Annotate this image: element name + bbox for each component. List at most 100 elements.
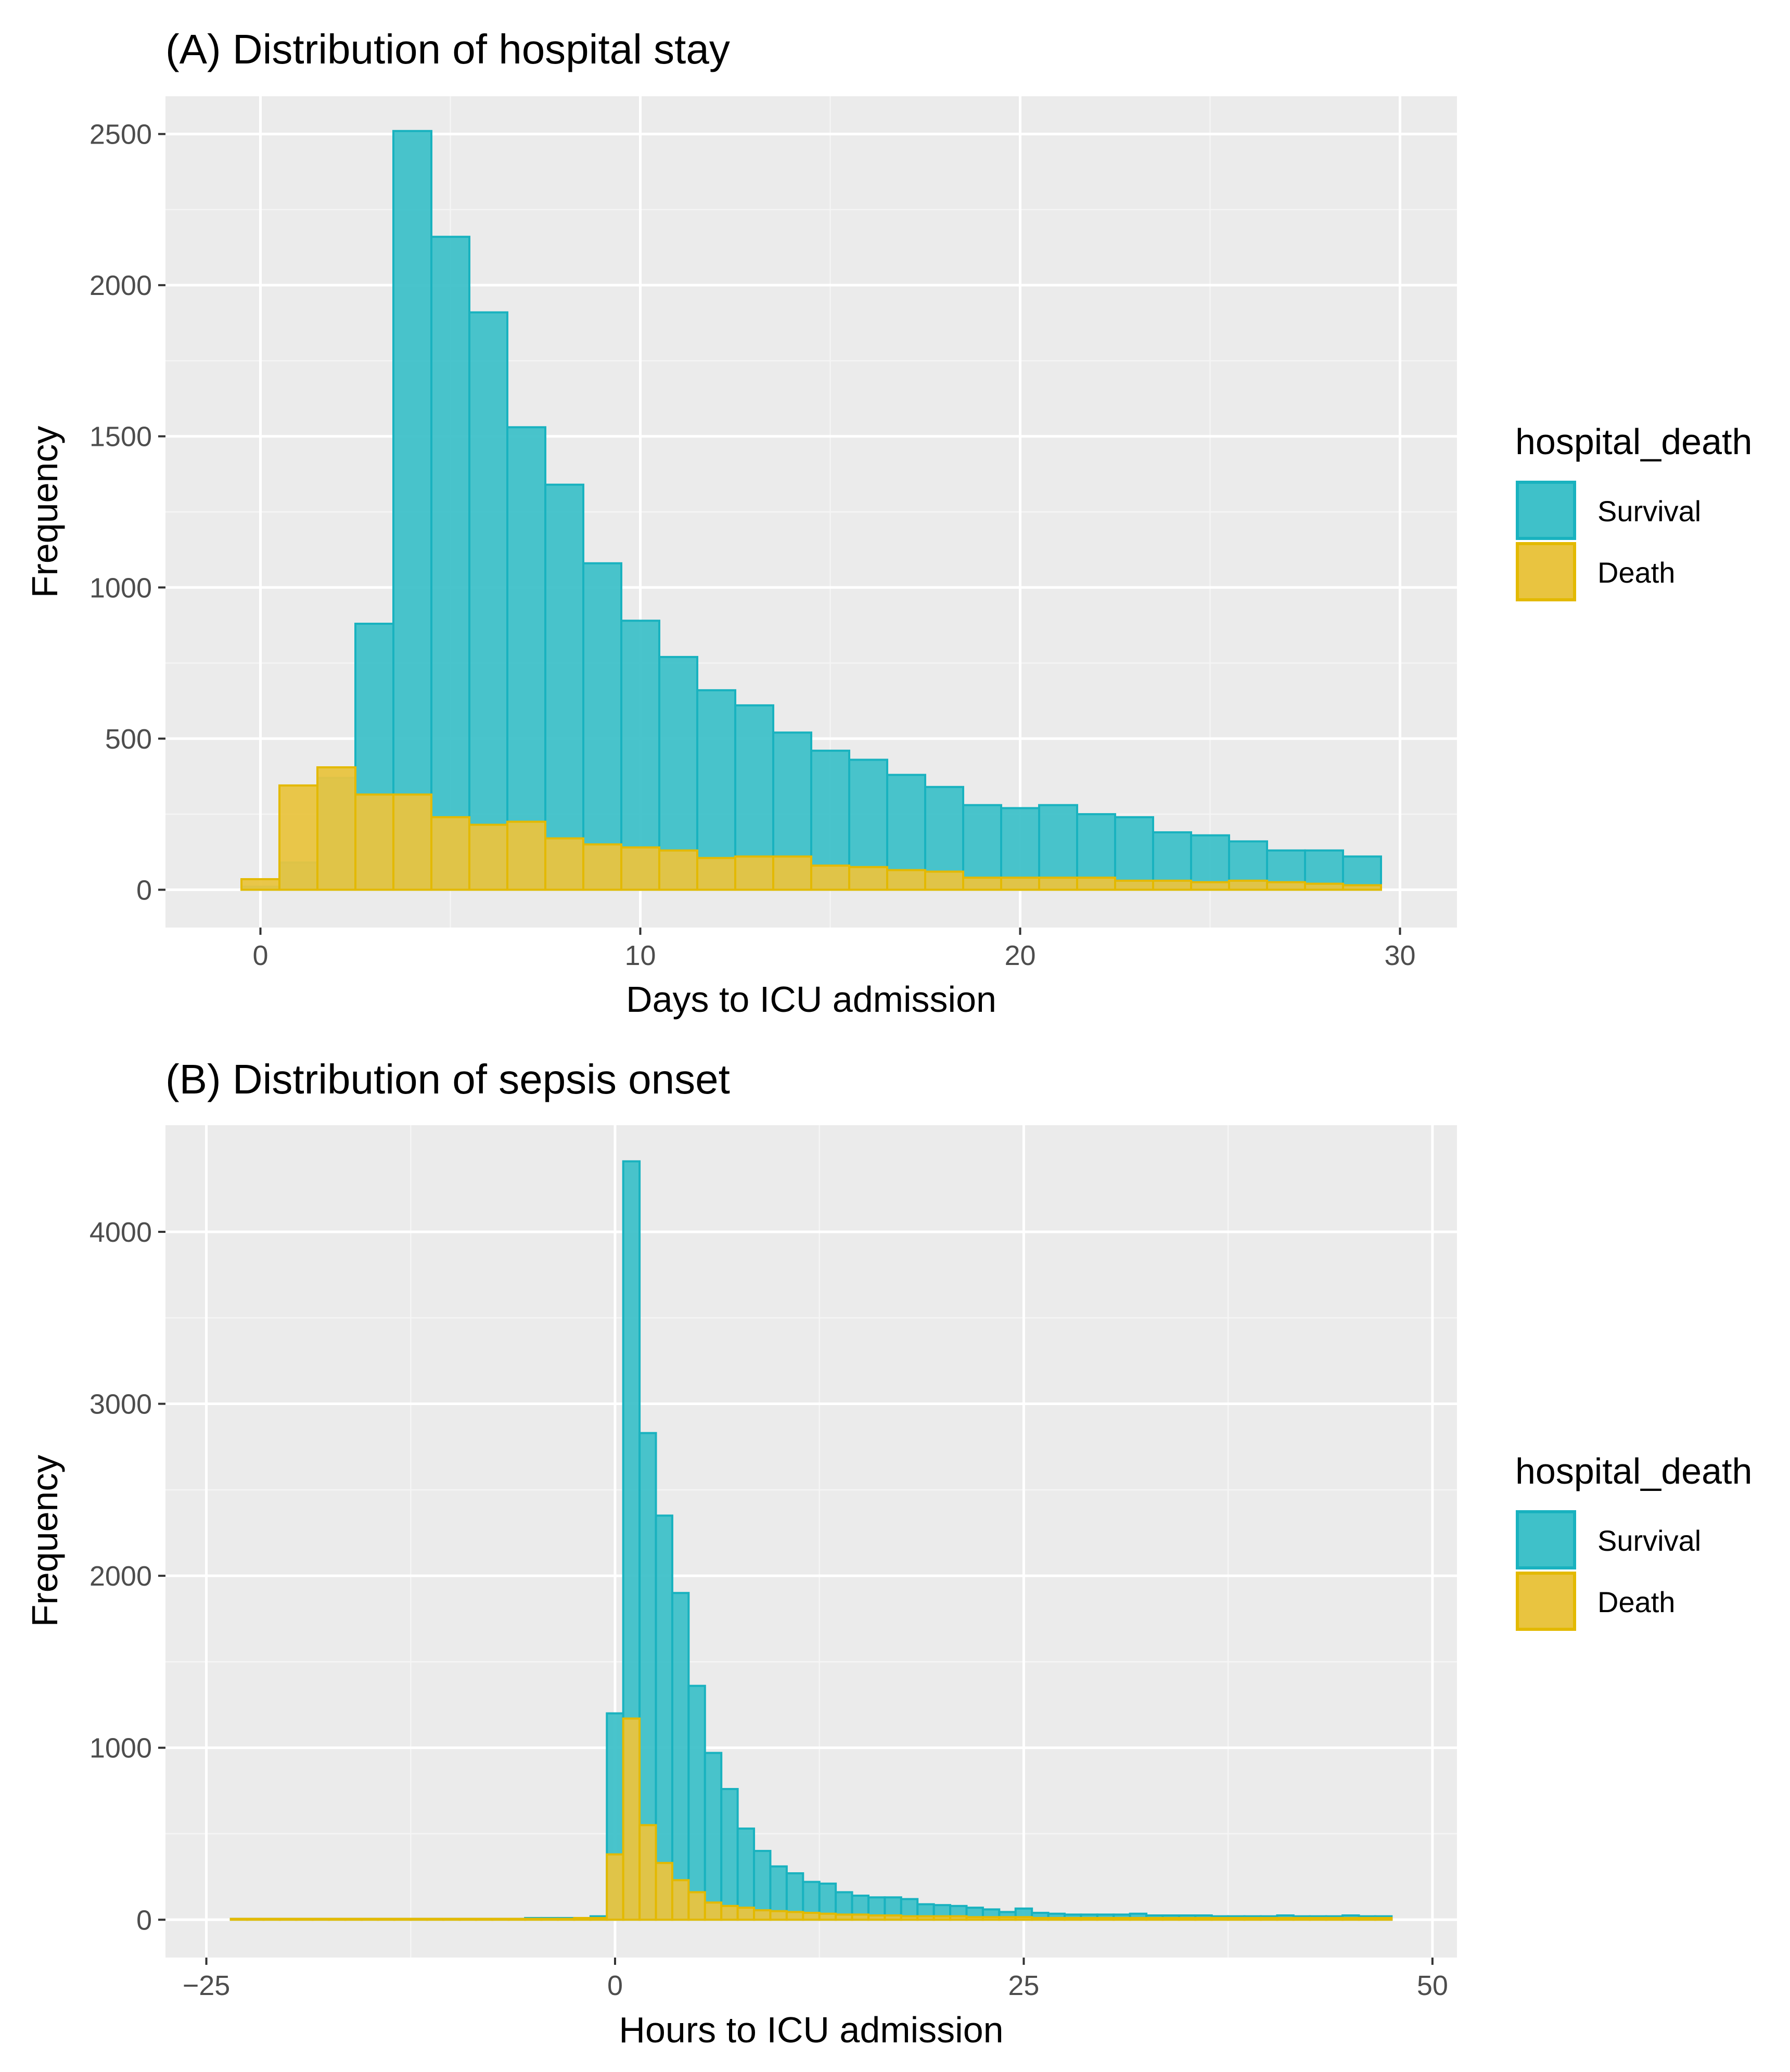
chart-b-bar-survival-8 [736, 1828, 756, 1921]
chart-b-bar-death--12 [410, 1917, 428, 1921]
chart-b-bar-death--21 [262, 1917, 281, 1921]
chart-b-bar-death--8 [475, 1917, 494, 1921]
chart-b-bar-death-12 [802, 1912, 821, 1921]
chart-a-bar-survival-8 [544, 483, 584, 891]
chart-hospital-stay: (A) Distribution of hospital stay 0 10 20 3… [24, 26, 1752, 1020]
chart-a-bar-death-7 [506, 820, 546, 891]
chart-b-bar-death-27 [1047, 1916, 1066, 1921]
chart-a-bar-survival-21 [1038, 804, 1078, 891]
chart-b-xtick-label: −25 [183, 1970, 231, 2001]
chart-b-xtick-label: 50 [1417, 1970, 1448, 2001]
chart-a-bar-death-29 [1342, 884, 1382, 891]
chart-a-legend-key-death [1516, 542, 1576, 601]
chart-b-bar-death--15 [361, 1917, 379, 1921]
chart-b-bar-death-9 [753, 1909, 772, 1921]
chart-a-bar-death-4 [392, 793, 432, 891]
chart-b-bar-death-29 [1080, 1916, 1098, 1921]
chart-a-xtick-label: 20 [1004, 940, 1035, 971]
chart-a-xtick-label: 10 [624, 940, 656, 971]
chart-a-bar-death-6 [468, 823, 508, 891]
chart-b-ytick-label: 1000 [90, 1733, 152, 1764]
chart-a-bar-death-25 [1190, 881, 1230, 891]
chart-a-ylabel: Frequency [24, 426, 65, 598]
chart-b-bar-death--6 [507, 1917, 527, 1921]
chart-b-bar-death-47 [1374, 1916, 1393, 1921]
chart-a-bar-death-12 [696, 857, 736, 891]
chart-b-bar-death-13 [818, 1912, 837, 1921]
chart-b-bar-death-16 [867, 1914, 886, 1921]
chart-b-xtick-label: 25 [1008, 1970, 1039, 2001]
chart-b-bar-death--7 [491, 1917, 510, 1921]
chart-b-bar-death-33 [1145, 1916, 1164, 1921]
chart-b-bar-death-20 [932, 1915, 952, 1921]
chart-b-bar-death-11 [785, 1911, 804, 1921]
chart-b-bar-death--13 [393, 1917, 412, 1921]
chart-b-bars [229, 1160, 1393, 1921]
chart-b-bar-death--20 [278, 1917, 298, 1921]
chart-a-bar-death-0 [240, 878, 280, 891]
chart-a-xlabel: Days to ICU admission [626, 979, 996, 1020]
chart-b-bar-death-23 [981, 1916, 1001, 1921]
chart-b-ylabel: Frequency [24, 1455, 65, 1627]
chart-a-bar-death-24 [1152, 879, 1192, 891]
chart-a-xtick-label: 30 [1384, 940, 1415, 971]
chart-a-bar-death-9 [582, 843, 622, 891]
chart-a-bar-death-10 [620, 846, 660, 891]
chart-b-bar-death-39 [1243, 1916, 1262, 1921]
chart-b-bar-death-1 [622, 1717, 641, 1921]
chart-b-legend-label-survival: Survival [1597, 1524, 1701, 1557]
chart-a-ytick-label: 1500 [90, 421, 152, 453]
chart-b-bar-death-44 [1325, 1916, 1344, 1921]
chart-b-bar-death-42 [1292, 1916, 1311, 1921]
chart-b-bar-death-26 [1031, 1916, 1050, 1921]
chart-a-bar-death-3 [354, 793, 394, 891]
chart-b-bar-survival-3 [655, 1514, 673, 1921]
chart-b-bar-death--5 [524, 1917, 543, 1921]
chart-a-bar-death-22 [1076, 877, 1116, 891]
chart-b-bar-death-10 [769, 1910, 788, 1921]
chart-a-ytick-label: 2000 [90, 270, 152, 301]
chart-b-bar-death-0 [606, 1853, 624, 1921]
chart-b-xtick-label: 0 [607, 1970, 623, 2001]
chart-b-bar-death--4 [540, 1917, 559, 1921]
chart-b-legend-key-survival [1516, 1510, 1576, 1569]
chart-b-ytick-label: 2000 [90, 1561, 152, 1592]
chart-a-bar-survival-7 [506, 426, 546, 891]
chart-b-bar-death-31 [1113, 1916, 1131, 1921]
chart-a-legend-label-survival: Survival [1597, 495, 1701, 527]
chart-b-bar-death-30 [1096, 1916, 1115, 1921]
chart-b-legend-label-death: Death [1597, 1586, 1675, 1618]
chart-b-ytick-label: 4000 [90, 1217, 152, 1248]
chart-b-bar-death--10 [442, 1917, 461, 1921]
chart-a-bar-death-11 [658, 849, 698, 891]
chart-b-bar-death-28 [1063, 1916, 1082, 1921]
chart-a-legend-label-death: Death [1597, 556, 1675, 589]
chart-b-bar-death--1 [589, 1916, 608, 1921]
chart-b-bar-death-8 [736, 1907, 756, 1921]
chart-a-bar-death-5 [430, 816, 470, 891]
chart-a-bar-death-28 [1304, 882, 1344, 891]
chart-a-bar-death-16 [848, 866, 888, 891]
chart-a-legend: hospital_death Survival Death [1515, 421, 1752, 601]
chart-b-bar-death--22 [246, 1917, 265, 1921]
chart-b-ytick-label: 0 [136, 1904, 152, 1936]
chart-b-bar-death--19 [295, 1917, 314, 1921]
chart-b-bar-death--3 [557, 1917, 576, 1921]
chart-b-bar-death-15 [851, 1913, 870, 1921]
chart-a-ytick-label: 0 [136, 874, 152, 906]
chart-b-bar-death-45 [1341, 1916, 1360, 1921]
chart-b-bar-death-17 [884, 1914, 902, 1921]
chart-a-bar-death-27 [1266, 881, 1306, 891]
chart-b-bar-death-6 [704, 1901, 723, 1921]
chart-b-bar-death-19 [916, 1915, 935, 1921]
chart-a-bar-survival-6 [468, 311, 508, 891]
chart-b-ticks: −25 0 25 50 0 1000 2000 3000 4000 [90, 1217, 1448, 2001]
chart-b-legend-key-death [1516, 1572, 1576, 1631]
chart-a-bar-survival-25 [1190, 834, 1230, 891]
chart-a-bar-death-19 [962, 877, 1002, 891]
chart-a-bar-death-26 [1228, 879, 1268, 891]
chart-a-bar-death-2 [316, 766, 356, 891]
chart-a-ytick-label: 1000 [90, 572, 152, 603]
chart-a-ticks: 0 10 20 30 0 500 1000 1500 2000 2500 [90, 119, 1416, 971]
